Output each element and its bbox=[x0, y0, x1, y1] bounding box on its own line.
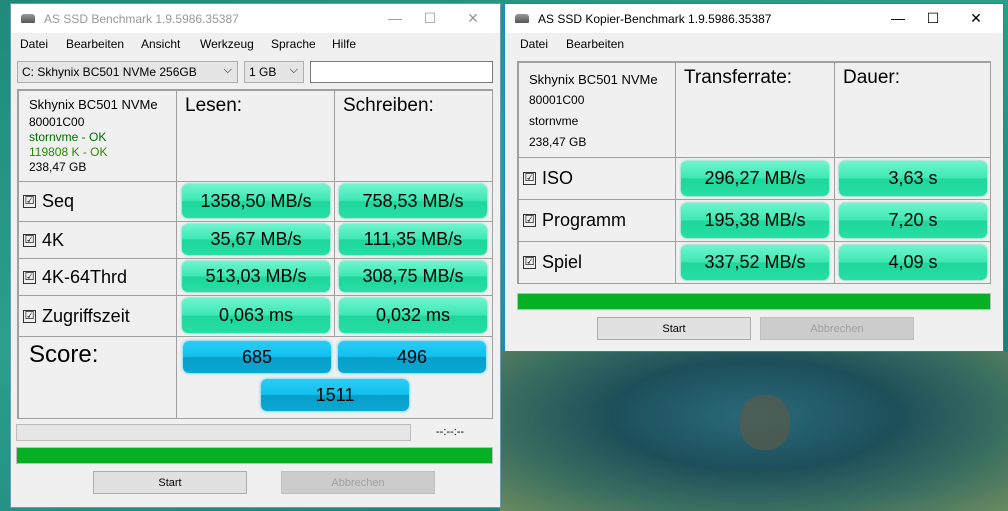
desktop-wallpaper-detail bbox=[740, 395, 790, 450]
menu-werkzeug[interactable]: Werkzeug bbox=[200, 37, 254, 51]
driver-name: stornvme bbox=[529, 114, 579, 128]
read-value: 1358,50 MB/s bbox=[182, 184, 330, 218]
copy-benchmark-window: AS SSD Kopier-Benchmark 1.9.5986.35387 —… bbox=[504, 3, 1004, 352]
score-write: 496 bbox=[338, 341, 486, 373]
checkbox[interactable]: ☑ bbox=[523, 172, 536, 185]
menu-datei[interactable]: Datei bbox=[20, 37, 49, 51]
write-value: 0,032 ms bbox=[339, 298, 487, 333]
menu-ansicht[interactable]: Ansicht bbox=[141, 37, 181, 51]
test-progress-bar bbox=[16, 424, 411, 441]
copy-row-label: ☑ Spiel bbox=[518, 241, 676, 284]
menu-sprache[interactable]: Sprache bbox=[271, 37, 316, 51]
score-label: Score: bbox=[18, 336, 177, 419]
checkbox[interactable]: ☑ bbox=[23, 195, 36, 208]
title-bar[interactable]: AS SSD Benchmark 1.9.5986.35387 — ☐ ✕ bbox=[11, 4, 500, 33]
test-row-label: ☑ Seq bbox=[18, 181, 177, 222]
row-label: 4K-64Thrd bbox=[42, 266, 128, 287]
test-row-label: ☑ Zugriffszeit bbox=[18, 295, 177, 337]
rate-value: 337,52 MB/s bbox=[681, 245, 829, 280]
test-row-label: ☑ 4K-64Thrd bbox=[18, 258, 177, 296]
app-icon bbox=[515, 14, 529, 23]
row-label: Seq bbox=[42, 191, 75, 211]
row-label: Spiel bbox=[542, 252, 583, 272]
row-label: Zugriffszeit bbox=[42, 305, 130, 326]
duration-header: Dauer: bbox=[834, 62, 991, 158]
chevron-down-icon: ⌵ bbox=[223, 64, 232, 76]
start-button[interactable]: Start bbox=[93, 471, 247, 494]
read-value: 0,063 ms bbox=[182, 298, 330, 333]
duration-cell bbox=[834, 241, 991, 284]
menu-bearbeiten[interactable]: Bearbeiten bbox=[566, 37, 625, 51]
results-grid: Skhynix BC501 NVMe 80001C00 stornvme - O… bbox=[17, 89, 493, 419]
size-select-value: 1 GB bbox=[249, 65, 277, 79]
size-select[interactable]: 1 GB ⌵ bbox=[244, 61, 304, 83]
checkbox[interactable]: ☑ bbox=[523, 256, 536, 269]
write-header: Schreiben: bbox=[334, 90, 493, 182]
write-value: 758,53 MB/s bbox=[339, 184, 487, 218]
window-title: AS SSD Benchmark 1.9.5986.35387 bbox=[44, 12, 239, 26]
alignment-status: 119808 K - OK bbox=[29, 145, 108, 159]
copy-row-label: ☑ ISO bbox=[518, 157, 676, 200]
drive-firmware: 80001C00 bbox=[529, 93, 585, 107]
drive-info: Skhynix BC501 NVMe 80001C00 stornvme 238… bbox=[518, 62, 676, 158]
minimize-button[interactable]: — bbox=[891, 10, 905, 26]
read-value: 35,67 MB/s bbox=[182, 224, 330, 255]
copy-row-label: ☑ Programm bbox=[518, 199, 676, 242]
rate-value: 195,38 MB/s bbox=[681, 203, 829, 238]
drive-capacity: 238,47 GB bbox=[29, 160, 87, 174]
drive-model: Skhynix BC501 NVMe bbox=[529, 72, 658, 87]
app-icon bbox=[21, 14, 35, 23]
overall-progress-bar bbox=[16, 447, 493, 464]
score-read: 685 bbox=[183, 341, 331, 373]
read-header: Lesen: bbox=[176, 90, 335, 182]
duration-value: 3,63 s bbox=[839, 161, 987, 196]
menu-bar: Datei Bearbeiten Ansicht Werkzeug Sprach… bbox=[11, 33, 500, 55]
row-label: Programm bbox=[542, 210, 627, 230]
row-label: 4K bbox=[42, 229, 65, 250]
test-row-label: ☑ 4K bbox=[18, 221, 177, 259]
close-button[interactable]: ✕ bbox=[970, 10, 982, 26]
chevron-down-icon: ⌵ bbox=[289, 64, 298, 76]
rate-value: 296,27 MB/s bbox=[681, 161, 829, 196]
write-value: 111,35 MB/s bbox=[339, 224, 487, 255]
drive-info: Skhynix BC501 NVMe 80001C00 stornvme - O… bbox=[18, 90, 177, 182]
read-value: 513,03 MB/s bbox=[182, 261, 330, 292]
elapsed-time: --:--:-- bbox=[436, 426, 465, 438]
checkbox[interactable]: ☑ bbox=[23, 233, 36, 247]
checkbox[interactable]: ☑ bbox=[23, 270, 36, 284]
score-total: 1511 bbox=[261, 379, 409, 411]
cancel-button[interactable]: Abbrechen bbox=[281, 471, 435, 494]
overall-progress-bar bbox=[517, 293, 991, 310]
cancel-button[interactable]: Abbrechen bbox=[760, 317, 914, 340]
drive-model: Skhynix BC501 NVMe bbox=[29, 97, 158, 112]
minimize-button[interactable]: — bbox=[388, 10, 402, 26]
drive-select-value: C: Skhynix BC501 NVMe 256GB bbox=[22, 65, 197, 79]
row-label: ISO bbox=[542, 168, 574, 188]
score-cell: 685 496 1511 bbox=[176, 336, 493, 419]
duration-value: 4,09 s bbox=[839, 245, 987, 280]
driver-status: stornvme - OK bbox=[29, 130, 107, 144]
benchmark-window: AS SSD Benchmark 1.9.5986.35387 — ☐ ✕ Da… bbox=[10, 3, 501, 508]
menu-bar: Datei Bearbeiten bbox=[505, 33, 1003, 55]
window-title: AS SSD Kopier-Benchmark 1.9.5986.35387 bbox=[538, 12, 772, 26]
title-bar[interactable]: AS SSD Kopier-Benchmark 1.9.5986.35387 —… bbox=[505, 4, 1003, 33]
maximize-button[interactable]: ☐ bbox=[926, 10, 940, 26]
maximize-button[interactable]: ☐ bbox=[423, 10, 437, 26]
start-button[interactable]: Start bbox=[597, 317, 751, 340]
drive-capacity: 238,47 GB bbox=[529, 135, 587, 149]
checkbox[interactable]: ☑ bbox=[23, 309, 36, 323]
rate-header: Transferrate: bbox=[675, 62, 835, 158]
close-button[interactable]: ✕ bbox=[467, 10, 479, 26]
menu-bearbeiten[interactable]: Bearbeiten bbox=[66, 37, 125, 51]
checkbox[interactable]: ☑ bbox=[523, 214, 536, 227]
drive-select[interactable]: C: Skhynix BC501 NVMe 256GB ⌵ bbox=[17, 61, 238, 83]
duration-value: 7,20 s bbox=[839, 203, 987, 238]
drive-firmware: 80001C00 bbox=[29, 115, 85, 129]
write-value: 308,75 MB/s bbox=[339, 261, 487, 292]
menu-datei[interactable]: Datei bbox=[520, 37, 549, 51]
text-field[interactable] bbox=[310, 61, 493, 83]
menu-hilfe[interactable]: Hilfe bbox=[332, 37, 357, 51]
copy-results-grid: Skhynix BC501 NVMe 80001C00 stornvme 238… bbox=[517, 61, 991, 284]
